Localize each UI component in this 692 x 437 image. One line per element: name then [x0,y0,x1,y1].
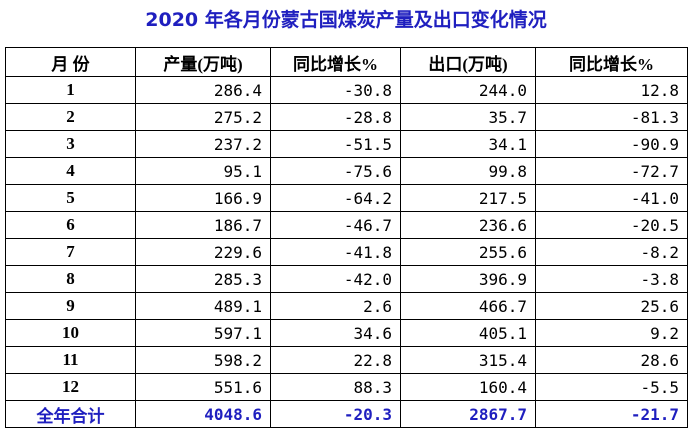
column-header: 同比增长% [535,47,688,77]
cell: 34.1 [400,130,536,158]
cell: 217.5 [400,184,536,212]
cell: 315.4 [400,346,536,374]
cell: 244.0 [400,76,536,104]
month-cell: 1 [5,76,136,104]
cell: -42.0 [270,265,401,293]
cell: 236.6 [400,211,536,239]
column-header: 同比增长% [270,47,401,77]
cell: 25.6 [535,292,688,320]
table-row: 7 229.6 -41.8 255.6 -8.2 [5,238,688,266]
cell: 396.9 [400,265,536,293]
cell: 286.4 [135,76,271,104]
month-cell: 10 [5,319,136,347]
cell: 598.2 [135,346,271,374]
table-row: 2 275.2 -28.8 35.7 -81.3 [5,103,688,131]
cell: 275.2 [135,103,271,131]
cell: -90.9 [535,130,688,158]
total-cell: -21.7 [535,400,688,428]
table-row: 3 237.2 -51.5 34.1 -90.9 [5,130,688,158]
month-cell: 6 [5,211,136,239]
table-row: 10 597.1 34.6 405.1 9.2 [5,319,688,347]
cell: 551.6 [135,373,271,401]
cell: -41.8 [270,238,401,266]
cell: 22.8 [270,346,401,374]
cell: -41.0 [535,184,688,212]
column-header: 月 份 [5,47,136,77]
column-header: 出口(万吨) [400,47,536,77]
cell: 95.1 [135,157,271,185]
cell: -30.8 [270,76,401,104]
cell: -64.2 [270,184,401,212]
cell: 285.3 [135,265,271,293]
month-cell: 7 [5,238,136,266]
month-cell: 12 [5,373,136,401]
cell: 28.6 [535,346,688,374]
table-row: 9 489.1 2.6 466.7 25.6 [5,292,688,320]
month-cell: 4 [5,157,136,185]
title: 2020 年各月份蒙古国煤炭产量及出口变化情况 [145,9,547,31]
cell: -3.8 [535,265,688,293]
total-cell: 2867.7 [400,400,536,428]
cell: -72.7 [535,157,688,185]
cell: 186.7 [135,211,271,239]
month-cell: 9 [5,292,136,320]
month-cell: 8 [5,265,136,293]
month-cell: 3 [5,130,136,158]
cell: 489.1 [135,292,271,320]
cell: -46.7 [270,211,401,239]
cell: 12.8 [535,76,688,104]
total-row: 全年合计 4048.6 -20.3 2867.7 -21.7 [5,400,688,428]
cell: 2.6 [270,292,401,320]
cell: 466.7 [400,292,536,320]
cell: -75.6 [270,157,401,185]
column-header: 产量(万吨) [135,47,271,77]
cell: 597.1 [135,319,271,347]
table-row: 12 551.6 88.3 160.4 -5.5 [5,373,688,401]
cell: -28.8 [270,103,401,131]
cell: -20.5 [535,211,688,239]
cell: 99.8 [400,157,536,185]
cell: 166.9 [135,184,271,212]
table-row: 4 95.1 -75.6 99.8 -72.7 [5,157,688,185]
cell: -51.5 [270,130,401,158]
table-row: 11 598.2 22.8 315.4 28.6 [5,346,688,374]
cell: 237.2 [135,130,271,158]
cell: -81.3 [535,103,688,131]
cell: 88.3 [270,373,401,401]
table-row: 5 166.9 -64.2 217.5 -41.0 [5,184,688,212]
data-table: 月 份产量(万吨) 同比增长% 出口(万吨) 同比增长% 1 286.4 -30.8 244… [5,47,688,428]
total-cell: -20.3 [270,400,401,428]
total-label: 全年合计 [5,400,136,428]
cell: 229.6 [135,238,271,266]
table-row: 6 186.7 -46.7 236.6 -20.5 [5,211,688,239]
table-row: 1 286.4 -30.8 244.0 12.8 [5,76,688,104]
header-row: 月 份产量(万吨) 同比增长% 出口(万吨) 同比增长% [5,47,688,77]
cell: 405.1 [400,319,536,347]
month-cell: 2 [5,103,136,131]
cell: -5.5 [535,373,688,401]
cell: 9.2 [535,319,688,347]
cell: 255.6 [400,238,536,266]
table-row: 8 285.3 -42.0 396.9 -3.8 [5,265,688,293]
month-cell: 5 [5,184,136,212]
cell: 35.7 [400,103,536,131]
total-cell: 4048.6 [135,400,271,428]
cell: 34.6 [270,319,401,347]
table-body: 1 286.4 -30.8 244.0 12.8 2 275.2 -28.8 35.7 -81.3… [5,76,688,428]
cell: -8.2 [535,238,688,266]
month-cell: 11 [5,346,136,374]
cell: 160.4 [400,373,536,401]
